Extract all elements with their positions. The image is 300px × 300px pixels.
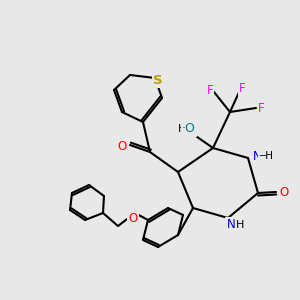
Text: H: H [236,220,244,230]
Text: F: F [239,82,245,95]
Text: N: N [226,218,236,232]
Text: S: S [153,74,163,86]
Text: O: O [128,212,138,226]
Text: F: F [207,85,213,98]
Text: ─H: ─H [259,151,273,161]
Text: ·O: ·O [182,122,196,136]
Text: O: O [117,140,127,152]
Text: F: F [258,103,264,116]
Text: H: H [178,124,186,134]
Text: N: N [253,149,261,163]
Text: O: O [279,187,289,200]
